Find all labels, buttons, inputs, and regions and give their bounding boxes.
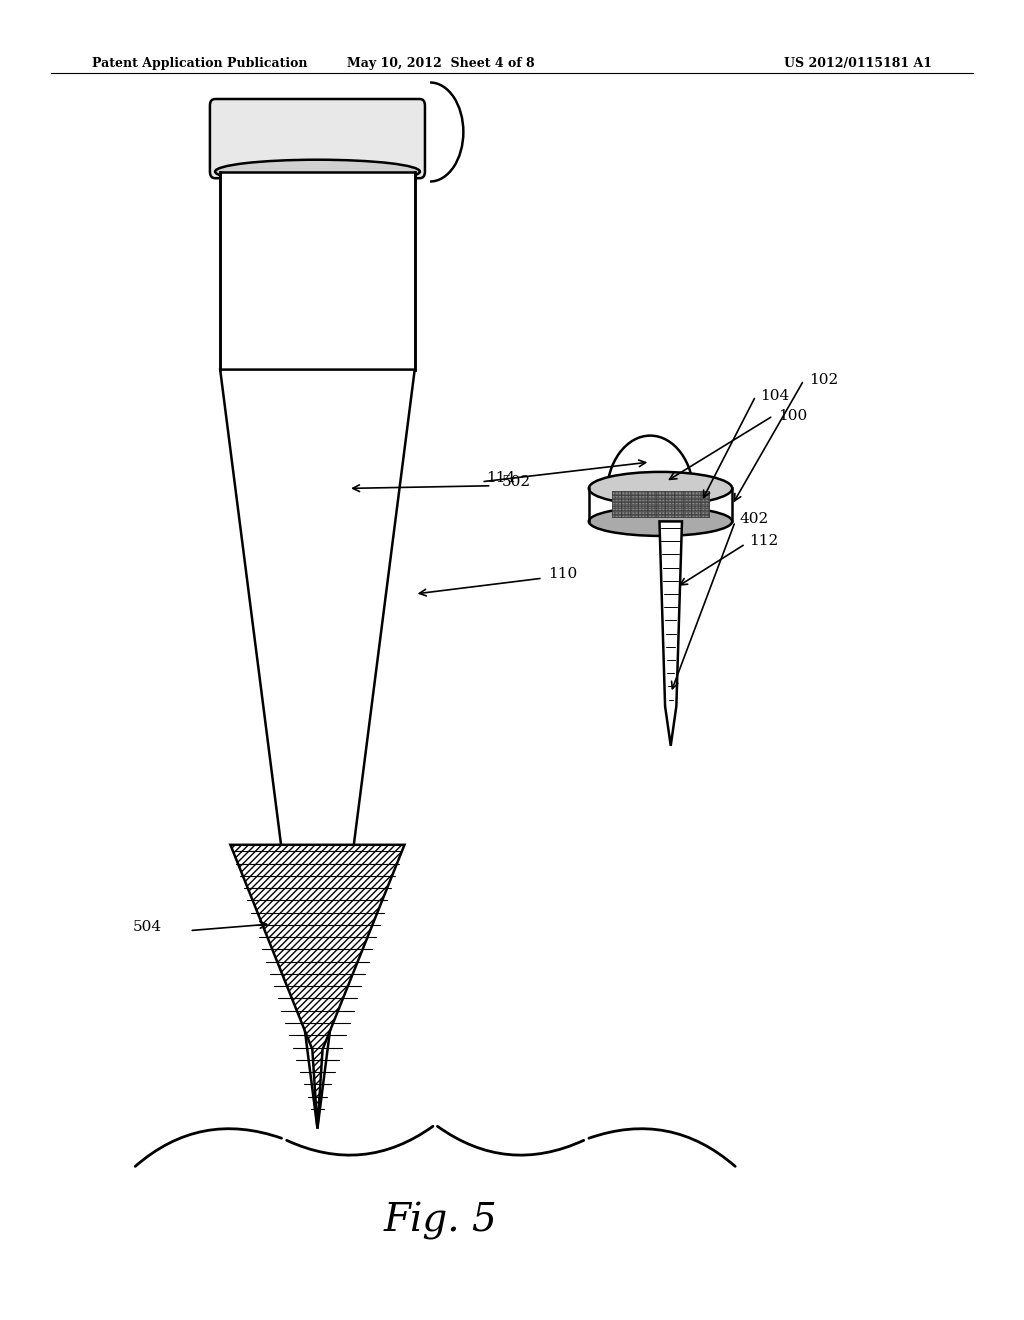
Text: 504: 504 — [133, 920, 162, 933]
Text: 100: 100 — [778, 409, 808, 422]
Text: 102: 102 — [809, 374, 839, 387]
Ellipse shape — [589, 471, 732, 504]
Bar — [220, 172, 415, 370]
Text: May 10, 2012  Sheet 4 of 8: May 10, 2012 Sheet 4 of 8 — [346, 57, 535, 70]
Bar — [612, 491, 709, 517]
Text: Patent Application Publication: Patent Application Publication — [92, 57, 307, 70]
Ellipse shape — [215, 160, 420, 183]
Polygon shape — [220, 370, 415, 1129]
Text: US 2012/0115181 A1: US 2012/0115181 A1 — [783, 57, 932, 70]
Polygon shape — [659, 521, 682, 746]
Text: 104: 104 — [760, 389, 790, 403]
Text: 110: 110 — [548, 568, 578, 581]
Text: 114: 114 — [486, 471, 516, 484]
Ellipse shape — [589, 507, 732, 536]
Text: Fig. 5: Fig. 5 — [383, 1203, 498, 1239]
Polygon shape — [230, 845, 404, 1129]
Text: 502: 502 — [502, 475, 530, 488]
Text: 402: 402 — [739, 512, 769, 525]
Text: 112: 112 — [750, 535, 779, 548]
FancyBboxPatch shape — [210, 99, 425, 178]
